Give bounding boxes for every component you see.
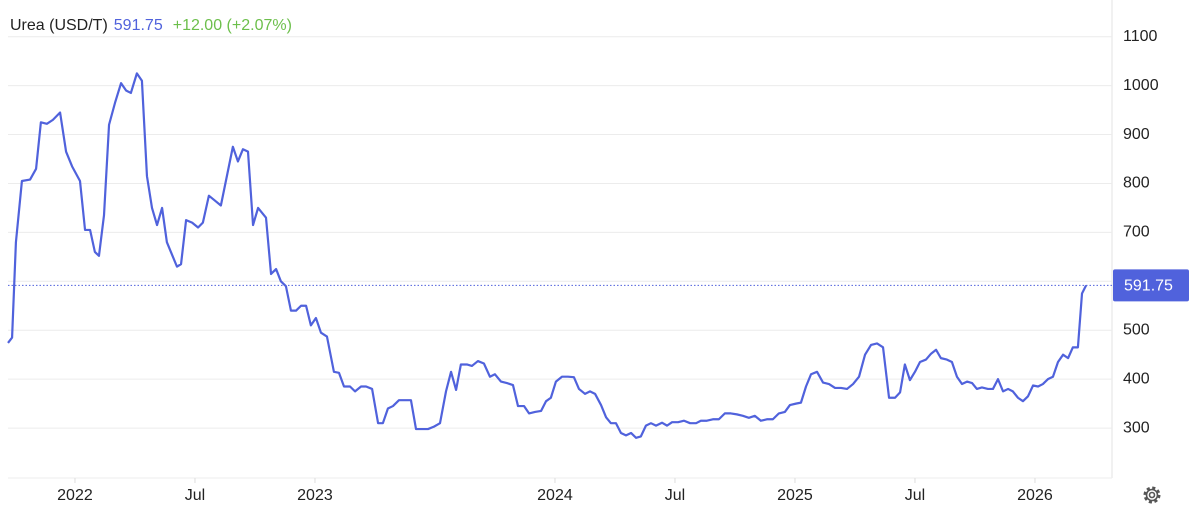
- x-tick-label: 2023: [297, 487, 333, 504]
- x-tick-label: 2026: [1017, 487, 1053, 504]
- header-change: +12.00 (+2.07%): [173, 17, 292, 34]
- last-price-box: [1113, 269, 1189, 302]
- x-tick-label: 2022: [57, 487, 93, 504]
- y-tick-label: 400: [1123, 370, 1150, 387]
- y-tick-label: 1100: [1123, 28, 1158, 45]
- header: Urea (USD/T) 591.75 +12.00 (+2.07%): [10, 17, 292, 34]
- y-tick-label: 900: [1123, 126, 1150, 143]
- series-name: Urea (USD/T): [10, 17, 108, 34]
- last-price-label: 591.75: [1124, 278, 1173, 295]
- settings-icon[interactable]: [1143, 486, 1161, 504]
- header-price: 591.75: [114, 17, 163, 34]
- y-tick-label: 800: [1123, 175, 1150, 192]
- grid: [8, 36, 1112, 483]
- y-tick-label: 1000: [1123, 77, 1159, 94]
- x-tick-label: 2024: [537, 487, 573, 504]
- price-line: [7, 72, 1088, 439]
- y-tick-label: 700: [1123, 224, 1150, 241]
- y-tick-label: 300: [1123, 419, 1150, 436]
- x-tick-label: Jul: [185, 487, 205, 504]
- x-tick-label: Jul: [665, 487, 685, 504]
- x-tick-label: 2025: [777, 487, 813, 504]
- y-tick-label: 500: [1123, 321, 1150, 338]
- plot: [7, 72, 1112, 439]
- x-tick-label: Jul: [905, 487, 925, 504]
